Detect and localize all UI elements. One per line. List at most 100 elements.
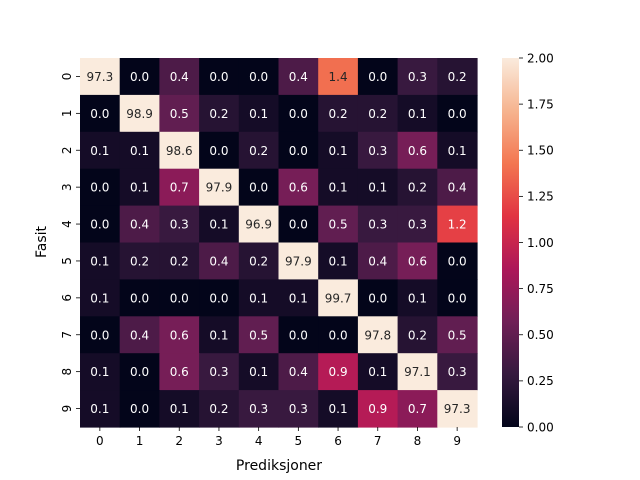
heatmap-cell [318,205,359,244]
heatmap-cells [80,58,478,428]
colorbar-tick-label: 0.75 [527,282,554,296]
heatmap-cell [397,242,438,280]
y-axis-ticks: 0 1 2 3 4 5 6 7 8 9 [60,73,80,412]
cell-value-label: 0.2 [448,70,467,84]
heatmap-cell [199,205,240,244]
heatmap-cell [119,58,160,96]
heatmap-cell [357,131,399,170]
heatmap-cell [437,94,478,133]
heatmap-cell [357,390,399,428]
cell-value-label: 0.0 [130,291,149,305]
cell-value-label: 0.5 [170,107,189,121]
heatmap-cell [397,131,438,170]
colorbar: 0.00 0.25 0.50 0.75 1.00 1.25 1.50 1.75 2.00 [502,51,554,434]
heatmap-cell [199,94,240,133]
cell-value-label: 0.6 [408,254,427,268]
heatmap-cell [437,131,478,170]
heatmap-cell [159,279,200,317]
heatmap-cell [357,58,399,96]
cell-value-label: 0.0 [209,70,228,84]
heatmap-cell [159,58,200,96]
cell-value-label: 0.1 [329,181,348,195]
cell-value-label: 0.2 [408,328,427,342]
heatmap-cell [397,316,438,354]
heatmap-cell [80,94,121,133]
heatmap-cell [119,242,160,280]
cell-value-label: 97.8 [364,328,391,342]
x-tick-label: 7 [374,434,382,448]
cell-value-label: 0.0 [130,402,149,416]
cell-value-label: 0.0 [130,365,149,379]
cell-value-label: 0.2 [408,181,427,195]
cell-value-label: 0.0 [90,107,109,121]
heatmap-cell [318,242,359,280]
heatmap-cell [80,58,121,96]
cell-value-label: 0.9 [329,365,348,379]
heatmap-cell [278,390,319,428]
heatmap-cell [278,58,319,96]
heatmap-cell [278,279,319,317]
y-tick-label: 5 [60,257,74,265]
heatmap-cell [357,94,399,133]
heatmap-cell [159,168,200,207]
heatmap-cell [397,390,438,428]
heatmap-cell [159,242,200,280]
heatmap-cell [119,390,160,428]
x-tick-label: 6 [334,434,342,448]
x-tick-label: 5 [295,434,303,448]
colorbar-tick-label: 0.25 [527,374,554,388]
heatmap-cell [159,205,200,244]
heatmap-cell [80,131,121,170]
cell-value-label: 0.3 [368,144,387,158]
cell-value-label: 0.5 [448,328,467,342]
heatmap-cell [397,279,438,317]
y-axis-label: Fasit [34,225,50,258]
cell-value-label: 0.2 [170,254,189,268]
heatmap-cell [278,94,319,133]
heatmap-cell [238,242,280,280]
heatmap-cell [199,279,240,317]
cell-value-label: 0.2 [209,402,228,416]
cell-value-label: 97.3 [444,402,471,416]
cell-value-label: 0.4 [289,365,308,379]
heatmap-cell [119,316,160,354]
cell-value-label: 0.0 [209,144,228,158]
heatmap-cell [437,205,478,244]
cell-value-label: 98.9 [126,107,153,121]
heatmap-cell [278,168,319,207]
x-tick-label: 2 [175,434,183,448]
heatmap-cell [318,131,359,170]
cell-value-label: 0.9 [368,402,387,416]
heatmap-cell [357,316,399,354]
heatmap-cell [199,316,240,354]
heatmap-cell [80,390,121,428]
cell-value-label: 0.3 [368,218,387,232]
cell-value-label: 0.1 [448,144,467,158]
heatmap-cell [437,316,478,354]
y-tick-label: 4 [60,220,74,228]
heatmap-cell [199,353,240,391]
colorbar-tick-label: 0.00 [527,420,554,434]
colorbar-tick-label: 1.00 [527,236,554,250]
heatmap-cell [318,353,359,391]
cell-value-label: 0.0 [289,218,308,232]
heatmap-cell [119,168,160,207]
heatmap-cell [357,242,399,280]
heatmap-cell [437,168,478,207]
cell-value-label: 0.7 [170,181,189,195]
heatmap-cell [318,168,359,207]
cell-value-label: 99.7 [325,291,352,305]
cell-value-label: 0.0 [130,70,149,84]
cell-value-label: 0.3 [209,365,228,379]
cell-value-label: 0.1 [130,144,149,158]
heatmap-cell [80,279,121,317]
heatmap-cell [278,131,319,170]
cell-value-label: 0.4 [130,328,149,342]
x-tick-label: 1 [136,434,144,448]
heatmap-cell [278,316,319,354]
x-tick-label: 4 [255,434,263,448]
heatmap-cell [397,94,438,133]
heatmap-cell [437,279,478,317]
x-axis-ticks: 0 1 2 3 4 5 6 7 8 9 [96,427,461,448]
